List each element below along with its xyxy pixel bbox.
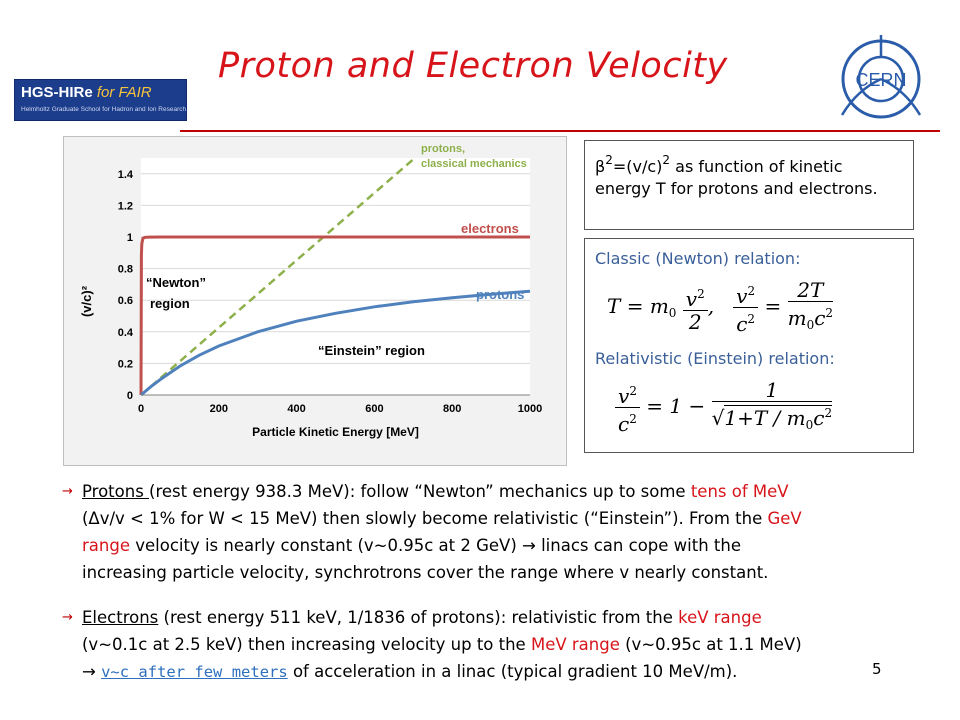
chart: 0 0.2 0.4 0.6 0.8 1 1.2 1.4 0 200 400 600 800 1000 Par… [79,143,542,439]
classic-relation-label: Classic (Newton) relation: [595,249,801,268]
annotation-newton-region: “Newton” [146,275,206,290]
y-axis-title: (v/c)² [79,285,94,317]
bullet-arrow-icon: → [62,484,73,499]
x-tick-label: 400 [287,403,305,415]
y-tick-label: 0.8 [118,264,133,276]
y-tick-label: 0.4 [118,327,134,339]
y-tick-label: 0 [127,390,133,402]
annotation-einstein-region: “Einstein” region [318,343,425,358]
caption-text: β2=(v/c)2 as function of kinetic energy … [595,153,878,198]
hgs-logo-subtitle: Helmholtz Graduate School for Hadron and… [21,106,187,113]
hgs-hire-logo: HGS-HIRe for FAIR Helmholtz Graduate Sch… [14,79,187,121]
x-tick-label: 0 [138,403,144,415]
y-tick-label: 1.2 [118,200,133,212]
y-tick-label: 1 [127,232,133,244]
hgs-logo-name: HGS-HIRe for FAIR [21,84,152,101]
series-electrons [139,235,530,396]
label-protons: protons [476,287,524,302]
series-protons [140,289,531,397]
label-electrons: electrons [461,221,519,236]
label-protons-classical-line2: classical mechanics [421,158,527,170]
y-tick-label: 1.4 [118,169,134,181]
cern-logo-text: CERN [855,70,906,90]
caption-box: β2=(v/c)2 as function of kinetic energy … [584,140,914,230]
relations-box: Classic (Newton) relation: T = m0 v2 2, v… [584,238,914,453]
page-number: 5 [872,660,882,678]
y-tick-label: 0.6 [118,295,133,307]
x-tick-label: 800 [443,403,461,415]
x-tick-label: 200 [210,403,228,415]
x-tick-label: 1000 [518,403,542,415]
series-protons-classical [140,158,415,396]
label-protons-classical: protons, [421,143,465,155]
annotation-newton-region-line2: region [150,296,190,311]
x-axis-title: Particle Kinetic Energy [MeV] [252,425,419,439]
einstein-formula: v2 c2 = 1 − 1 √1+T / m0c2 [615,379,833,436]
page-title: Proton and Electron Velocity [218,46,728,86]
title-divider [180,130,940,132]
relativistic-relation-label: Relativistic (Einstein) relation: [595,349,835,368]
plot-area [141,158,530,395]
bullet-arrow-icon: → [62,610,73,625]
newton-formula: T = m0 v2 2, v2 c2 = 2T m0c2 [607,278,834,336]
x-tick-label: 600 [365,403,383,415]
v-c-after-few-meters-link[interactable]: v~c after few meters [101,663,288,681]
y-tick-label: 0.2 [118,358,133,370]
cern-logo: CERN [822,30,940,128]
